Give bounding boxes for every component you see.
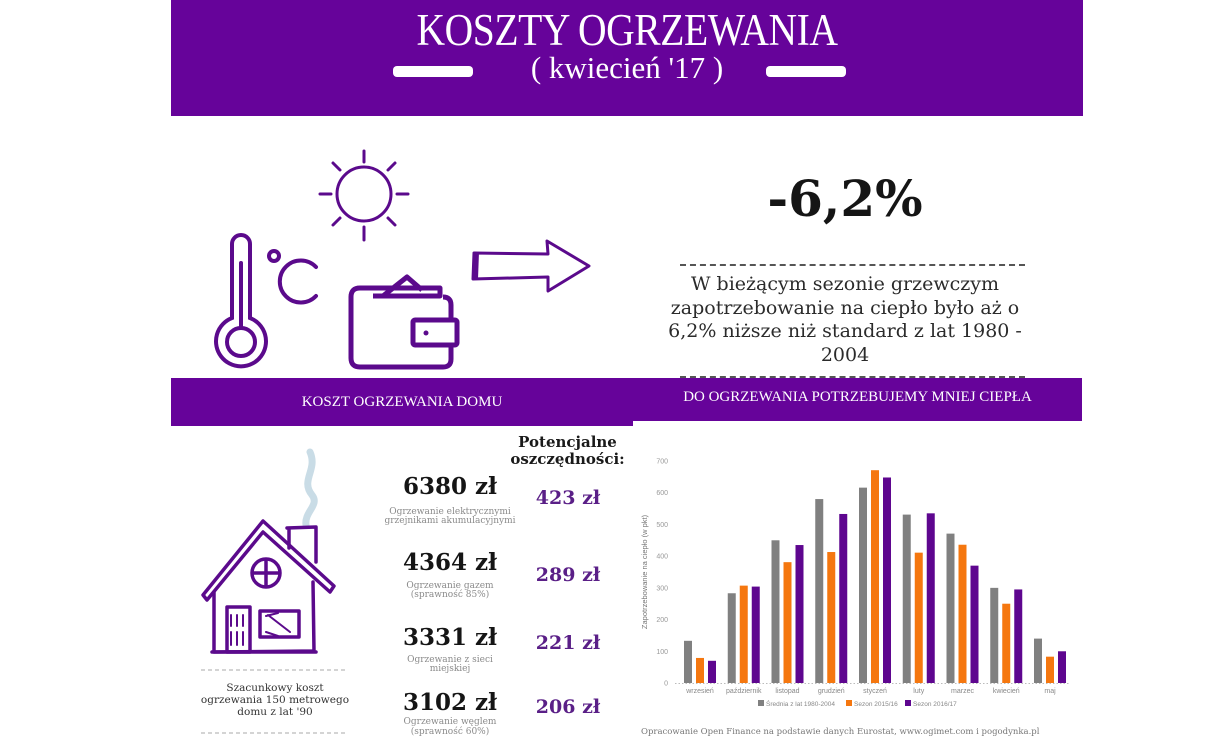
y-tick-label: 500 [656,522,668,529]
cost-desc-electric-2: grzejnikami akumulacyjnymi [384,516,516,526]
y-axis-ticks: 0 100 200 300 400 500 600 700 [656,459,668,688]
bar [914,552,923,683]
x-tick-label: styczeń [863,688,887,695]
divider-bottom [680,376,1025,378]
bar [1046,656,1054,683]
arrow-right-icon [471,239,591,293]
bar [1014,589,1023,683]
header-banner: KOSZTY OGRZEWANIA ( kwiecień '17 ) [171,0,1083,116]
legend-label: Sezon 2016/17 [913,701,957,708]
thermometer-icon [214,233,268,369]
bar [1058,651,1066,683]
cost-desc-district-1: Ogrzewanie z sieci [407,655,493,665]
bar [902,514,911,683]
x-tick-label: grudzień [818,688,845,695]
legend-swatch [846,700,852,706]
y-tick-label: 200 [656,617,668,624]
saving-district: 221 zł [535,632,601,654]
cost-desc-district-2: miejskiej [429,664,471,674]
stat-value: -6,2% [767,169,923,228]
bar [795,545,804,683]
y-tick-label: 700 [656,459,668,466]
y-tick-label: 400 [656,554,668,561]
house-icon [201,448,348,734]
saving-gas: 289 zł [535,564,601,586]
icons-group [214,149,591,370]
x-tick-label: marzec [951,688,974,695]
section-banner-left: KOSZT OGRZEWANIA DOMU [171,378,633,426]
saving-coal: 206 zł [535,696,601,718]
y-tick-label: 0 [664,681,668,688]
bar [783,562,792,683]
bar [883,477,891,683]
bar [946,533,955,683]
cost-value-electric: 6380 zł [403,473,497,500]
legend-swatch [758,700,764,706]
cost-desc-coal-2: (sprawność 60%) [410,727,490,737]
legend-label: Średnia z lat 1980-2004 [766,699,835,708]
smoke-icon [302,448,318,529]
saving-electric: 423 zł [535,487,601,509]
section-title-right: DO OGRZEWANIA POTRZEBUJEMY MNIEJ CIEPŁA [683,389,1032,405]
y-tick-label: 600 [656,490,668,497]
x-axis-labels: wrzesień październik listopad grudzień stycz… [685,688,1056,695]
page-title: KOSZTY OGRZEWANIA [416,5,838,55]
cost-value-coal: 3102 zł [403,689,497,716]
celsius-icon [267,249,318,305]
cost-value-district: 3331 zł [403,624,497,651]
bar [771,540,780,683]
title-dash-left [393,66,473,77]
bar [958,544,967,683]
bar [1034,638,1042,683]
stat-description: W bieżącym sezonie grzewczym zapotrzebow… [668,273,1022,366]
x-tick-label: listopad [775,688,799,695]
y-tick-label: 300 [656,585,668,592]
cost-desc-gas-2: (sprawność 85%) [410,590,490,600]
cost-desc-electric-1: Ogrzewanie elektrycznymi [389,507,511,517]
bar [739,585,748,683]
cost-desc-gas-1: Ogrzewanie gazem [406,581,494,591]
cost-desc-coal-1: Ogrzewanie węglem [403,717,497,727]
bar [684,640,692,683]
chart-source-note: Opracowanie Open Finance na podstawie da… [641,727,1040,737]
title-dash-right [766,66,846,77]
legend-swatch [905,700,911,706]
x-tick-label: maj [1044,688,1056,695]
legend-label: Sezon 2015/16 [854,701,898,708]
heat-demand-chart: 0 100 200 300 400 500 600 700 Zapotrzebowanie n… [640,459,1070,708]
chart-legend: Średnia z lat 1980-2004 Sezon 2015/16 Sezo… [758,699,957,708]
divider-top [680,264,1025,266]
section-banner-right: DO OGRZEWANIA POTRZEBUJEMY MNIEJ CIEPŁA [633,378,1082,421]
page-subtitle: ( kwiecień '17 ) [530,50,724,85]
y-tick-label: 100 [656,649,668,656]
sun-icon [318,149,410,242]
bar [859,487,867,683]
cost-value-gas: 4364 zł [403,549,497,576]
bar [696,657,704,683]
bar [871,470,879,683]
house-caption: Szacunkowy koszt ogrzewania 150 metroweg… [200,682,350,718]
bar [815,499,824,683]
bar [926,513,935,683]
wallet-icon [348,274,460,370]
section-title-left: KOSZT OGRZEWANIA DOMU [301,394,503,410]
bar [839,513,848,683]
bars [684,470,1066,683]
bar [970,565,979,683]
x-tick-label: wrzesień [685,688,714,695]
x-tick-label: kwiecień [993,688,1020,695]
bar [990,587,999,683]
bar [827,552,836,683]
y-axis-label: Zapotrzebowanie na ciepło (w pkt) [640,514,649,629]
bar [727,593,736,683]
x-tick-label: październik [726,688,762,695]
x-tick-label: luty [913,688,924,695]
savings-header: Potencjalne oszczędności: [510,433,625,468]
bar [1002,603,1011,683]
bar [751,586,760,683]
bar [708,660,716,683]
